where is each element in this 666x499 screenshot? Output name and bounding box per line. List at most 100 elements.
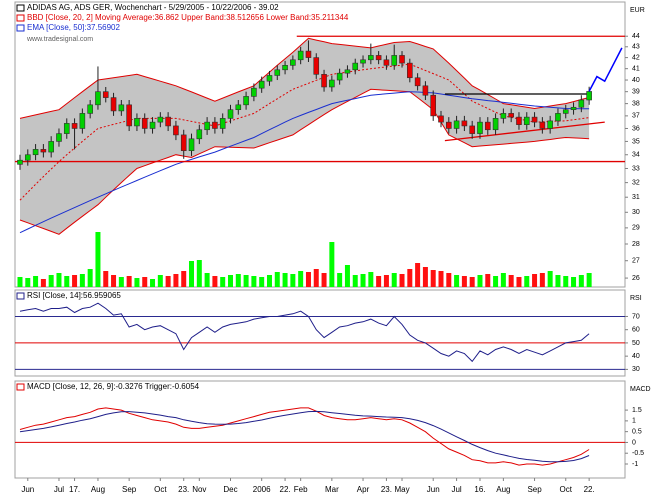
volume-bar bbox=[189, 261, 195, 287]
volume-bar bbox=[344, 265, 350, 287]
volume-bar bbox=[376, 276, 382, 287]
y-tick-label: 70 bbox=[632, 313, 640, 320]
volume-bar bbox=[72, 275, 78, 287]
band-fill bbox=[20, 38, 590, 235]
volume-bar bbox=[508, 275, 514, 287]
volume-bar bbox=[235, 274, 241, 287]
trend-line bbox=[444, 121, 605, 142]
volume-bar bbox=[204, 273, 210, 287]
panel-frame bbox=[14, 289, 626, 377]
y-tick-label: -0.5 bbox=[632, 450, 644, 457]
legend-icon bbox=[16, 4, 25, 12]
y-tick-label: 1 bbox=[632, 418, 636, 425]
volume-bar bbox=[571, 277, 577, 287]
volume-bar bbox=[321, 273, 327, 287]
projection-line bbox=[588, 47, 623, 92]
candle-body bbox=[258, 80, 265, 89]
candle-body bbox=[40, 149, 47, 153]
candle-body bbox=[422, 85, 429, 96]
x-tick-label: 22. bbox=[280, 485, 291, 494]
volume-bar bbox=[305, 272, 311, 287]
candle-body bbox=[235, 104, 242, 111]
y-tick-label: 27 bbox=[632, 258, 640, 265]
candle-body bbox=[157, 116, 164, 123]
volume-bar bbox=[383, 275, 389, 287]
candle-body bbox=[126, 104, 132, 127]
candle-body bbox=[586, 91, 592, 101]
candle-body bbox=[547, 120, 553, 129]
volume-bar bbox=[150, 279, 156, 287]
candle-body bbox=[95, 91, 101, 106]
candle-body bbox=[282, 65, 288, 71]
candle-body bbox=[24, 154, 31, 161]
y-tick-label: 1.5 bbox=[632, 407, 642, 414]
candle-body bbox=[516, 116, 522, 125]
x-tick-label: Feb bbox=[294, 485, 308, 494]
candle-body bbox=[578, 99, 585, 108]
ema-line bbox=[19, 91, 590, 234]
candle-body bbox=[414, 77, 421, 87]
y-tick-label: 41 bbox=[632, 66, 640, 73]
candle-body bbox=[110, 97, 117, 112]
series-line bbox=[19, 407, 590, 466]
volume-bar bbox=[274, 272, 280, 287]
volume-bar bbox=[407, 269, 413, 287]
candle-body bbox=[555, 113, 561, 122]
axis-title: RSI bbox=[630, 295, 642, 302]
y-tick-label: 30 bbox=[632, 209, 640, 216]
candle-body bbox=[48, 141, 54, 153]
lower-band bbox=[19, 88, 590, 235]
candle-body bbox=[508, 113, 514, 118]
x-tick-label: Jun bbox=[21, 485, 34, 494]
legend-icon bbox=[16, 14, 25, 22]
volume-bar bbox=[142, 277, 148, 287]
y-tick-label: 32 bbox=[632, 179, 640, 186]
candle-body bbox=[297, 50, 304, 61]
x-tick-label: 2006 bbox=[253, 485, 271, 494]
y-tick-label: 29 bbox=[632, 225, 640, 232]
volume-bar bbox=[477, 275, 483, 287]
candle-body bbox=[500, 113, 507, 119]
volume-bar bbox=[157, 275, 163, 287]
volume-bar bbox=[430, 270, 436, 287]
volume-bar bbox=[586, 273, 592, 287]
volume-bar bbox=[578, 275, 584, 287]
x-tick-label: Mar bbox=[325, 485, 339, 494]
candle-body bbox=[165, 116, 171, 127]
x-tick-label: Dec bbox=[223, 485, 237, 494]
x-tick-label: May bbox=[394, 485, 409, 494]
x-tick-label: Nov bbox=[192, 485, 206, 494]
candle-body bbox=[531, 116, 538, 123]
axis-title: EUR bbox=[630, 7, 645, 14]
volume-bar bbox=[134, 278, 140, 287]
volume-bar bbox=[352, 275, 358, 287]
volume-bar bbox=[48, 275, 54, 287]
upper-band bbox=[19, 37, 590, 119]
candle-body bbox=[219, 118, 226, 129]
y-tick-label: 44 bbox=[632, 33, 640, 40]
volume-bar bbox=[95, 232, 101, 287]
candle-body bbox=[492, 118, 499, 131]
volume-bar bbox=[485, 274, 491, 287]
y-tick-label: 37 bbox=[632, 113, 640, 120]
candle-body bbox=[212, 121, 218, 129]
candle-body bbox=[313, 57, 320, 75]
candle-body bbox=[344, 69, 351, 74]
x-tick-label: 17. bbox=[69, 485, 80, 494]
volume-bar bbox=[243, 275, 249, 287]
volume-bar bbox=[259, 277, 265, 287]
volume-bar bbox=[516, 277, 522, 287]
x-tick-label: Jun bbox=[427, 485, 440, 494]
volume-bar bbox=[469, 277, 475, 287]
candle-body bbox=[336, 72, 343, 81]
volume-bar bbox=[337, 273, 343, 287]
candle-body bbox=[461, 120, 468, 127]
y-tick-label: 35 bbox=[632, 138, 640, 145]
y-tick-label: 0 bbox=[632, 439, 636, 446]
volume-bar bbox=[227, 275, 233, 287]
volume-bar bbox=[25, 278, 31, 287]
volume-bar bbox=[220, 277, 226, 287]
candle-body bbox=[56, 133, 62, 142]
volume-bar bbox=[446, 273, 452, 287]
candle-body bbox=[17, 159, 23, 165]
